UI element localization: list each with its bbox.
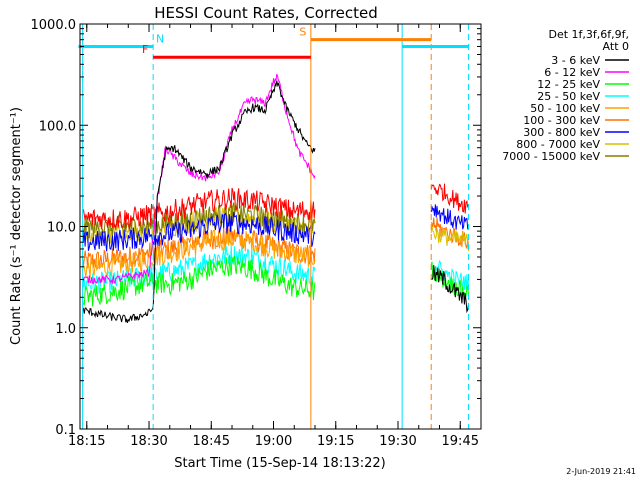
legend-label-0: 3 - 6 keV [551, 54, 600, 67]
legend-label-7: 800 - 7000 keV [516, 138, 600, 151]
legend-label-1: 6 - 12 keV [544, 66, 600, 79]
series-line-0 [82, 80, 316, 323]
data-series [82, 73, 470, 323]
legend-label-4: 50 - 100 keV [530, 102, 600, 115]
y-axis: 0.1 1.0 10.0 100.0 1000.0 [31, 18, 481, 438]
legend-header-line-1: Det 1f,3f,6f,9f, [548, 28, 629, 41]
legend-label-6: 300 - 800 keV [523, 126, 600, 139]
y-tick-label-1: 1.0 [55, 322, 76, 337]
legend-label-2: 12 - 25 keV [537, 78, 600, 91]
legend-label-5: 100 - 300 keV [523, 114, 600, 127]
chart-title: HESSI Count Rates, Corrected [154, 4, 378, 22]
legend-header-line-2: Att 0 [603, 40, 629, 53]
x-axis: 18:15 18:30 18:45 19:00 19:15 19:30 19:45 [68, 24, 482, 449]
mode-label-f: F [142, 43, 148, 56]
later-series-line-2 [430, 217, 470, 250]
legend-label-3: 25 - 50 keV [537, 90, 600, 103]
y-tick-label-4: 1000.0 [31, 18, 77, 33]
legend-label-8: 7000 - 15000 keV [502, 150, 600, 163]
series-line-9 [82, 187, 316, 230]
x-tick-label-4: 19:15 [317, 434, 354, 449]
series-line-4 [82, 229, 316, 279]
x-tick-label-6: 19:45 [442, 434, 479, 449]
series-line-1 [82, 73, 316, 285]
later-series-line-3 [430, 226, 470, 252]
x-tick-label-2: 18:45 [193, 434, 230, 449]
series-line-6 [82, 211, 316, 252]
y-tick-label-3: 100.0 [39, 119, 76, 134]
annotations: NF S [78, 24, 470, 429]
date-stamp: 2-Jun-2019 21:41 [566, 467, 636, 476]
series-line-2 [82, 255, 316, 307]
x-tick-label-5: 19:30 [379, 434, 416, 449]
x-tick-label-1: 18:30 [130, 434, 167, 449]
x-tick-label-0: 18:15 [68, 434, 105, 449]
x-tick-label-3: 19:00 [255, 434, 292, 449]
mode-label-s: S [299, 26, 306, 39]
y-tick-label-2: 10.0 [47, 221, 76, 236]
mode-label-n: N [156, 32, 164, 45]
later-series-line-1 [430, 204, 469, 230]
y-axis-label: Count Rate (s⁻¹ detector segment⁻¹) [9, 107, 24, 345]
later-series-line-6 [430, 265, 470, 314]
later-series-line-0 [430, 183, 470, 214]
y-tick-label-0: 0.1 [55, 423, 76, 438]
x-axis-label: Start Time (15-Sep-14 18:13:22) [174, 456, 385, 471]
